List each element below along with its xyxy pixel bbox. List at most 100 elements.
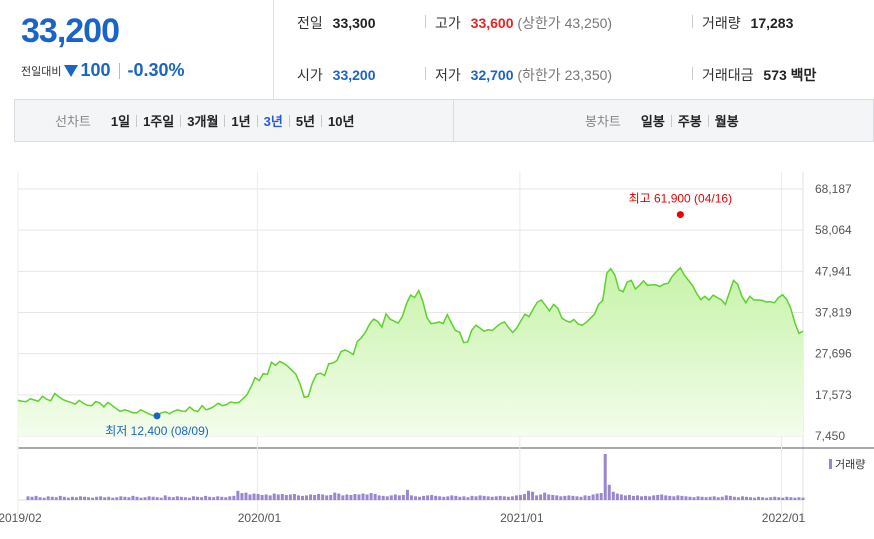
volume-bar — [470, 495, 474, 500]
volume-bar — [389, 495, 393, 500]
volume-bar — [575, 496, 579, 500]
volume-bar — [272, 493, 276, 500]
tab-weekly[interactable]: 주봉 — [677, 114, 702, 129]
volume-bar — [220, 496, 224, 500]
volume-bar — [430, 494, 434, 500]
x-tick-label: 2021/01 — [500, 511, 544, 525]
volume-bar — [91, 497, 95, 500]
price-area-fill — [18, 267, 803, 436]
volume-bar — [418, 496, 422, 500]
volume-bar — [107, 496, 111, 500]
volume-bar — [377, 495, 381, 500]
volume-bar — [801, 497, 805, 500]
volume-bar — [494, 496, 498, 500]
y-tick-label: 68,187 — [815, 182, 852, 196]
amount-item: 거래대금 573 백만 — [702, 65, 816, 85]
volume-bar — [498, 495, 502, 500]
volume-bar — [781, 497, 785, 500]
price-change: 전일대비 100 -0.30% — [21, 60, 185, 81]
high-annotation: 최고 61,900 (04/16) — [629, 192, 732, 206]
volume-bar — [224, 497, 228, 500]
volume-bar — [442, 496, 446, 500]
volume-bar — [422, 495, 426, 500]
volume-bar — [135, 496, 139, 500]
volume-bar — [264, 494, 268, 500]
volume-bar — [365, 494, 369, 500]
tab-1y[interactable]: 1년 — [231, 114, 251, 129]
tab-10y[interactable]: 10년 — [328, 114, 355, 129]
tab-daily[interactable]: 일봉 — [640, 114, 665, 129]
volume-bar — [26, 496, 30, 500]
divider — [425, 15, 426, 28]
volume-bar — [502, 496, 506, 500]
volume-bar — [30, 496, 34, 500]
volume-bar — [187, 497, 191, 500]
volume-bar — [236, 490, 240, 500]
quote-header: 33,200 전일대비 100 -0.30% 전일 33,300 고가 33,6… — [0, 0, 874, 99]
volume-bar — [337, 493, 341, 500]
volume-bar — [466, 497, 470, 500]
volume-bar — [652, 495, 656, 500]
volume-bar — [434, 495, 438, 500]
volume-bar — [58, 495, 62, 500]
volume-bar — [591, 494, 595, 500]
volume-bar — [765, 497, 769, 500]
volume-bar — [373, 494, 377, 500]
volume-bar — [583, 495, 587, 500]
volume-bar — [300, 495, 304, 500]
volume-bar — [753, 497, 757, 500]
x-tick-label: 2019/02 — [0, 511, 42, 525]
volume-bar — [627, 494, 631, 500]
volume-bar — [313, 494, 317, 500]
volume-bar — [636, 495, 640, 500]
change-value: 100 — [80, 60, 111, 80]
volume-bar — [607, 484, 611, 500]
volume-bar — [414, 496, 417, 500]
tab-5y[interactable]: 5년 — [295, 114, 316, 129]
volume-bar — [353, 494, 357, 500]
volume-bar — [232, 495, 236, 500]
volume-bar — [317, 494, 321, 500]
volume-bar — [87, 497, 91, 500]
upper-limit: (상한가 43,250) — [517, 15, 613, 31]
volume-bar — [547, 494, 551, 500]
volume-bar — [54, 497, 58, 500]
volume-bar — [656, 494, 660, 500]
tab-1d[interactable]: 1일 — [110, 114, 131, 129]
volume-bar — [70, 496, 74, 500]
volume-bar — [127, 497, 131, 500]
candle-chart-label: 봉차트 — [585, 114, 621, 129]
volume-item: 거래량 17,283 — [702, 13, 793, 33]
divider — [670, 114, 672, 127]
tab-3m[interactable]: 3개월 — [187, 114, 219, 129]
prev-close-label: 전일 — [297, 15, 323, 31]
tab-3y[interactable]: 3년 — [263, 114, 283, 129]
low-point — [153, 412, 161, 420]
volume-bar — [676, 495, 680, 500]
high-label: 고가 — [435, 15, 461, 31]
divider — [425, 67, 426, 80]
volume-bar — [123, 496, 127, 500]
volume-bar — [736, 497, 740, 500]
volume-bar — [712, 496, 716, 500]
volume-bar — [163, 495, 167, 500]
volume-bar — [119, 496, 123, 500]
divider — [288, 114, 290, 127]
volume-bar — [559, 496, 563, 500]
volume-bar — [111, 497, 115, 500]
volume-bar — [438, 496, 442, 500]
volume-bar — [288, 494, 292, 500]
volume-bar — [555, 495, 559, 500]
volume-bar — [543, 492, 547, 500]
volume-bar — [405, 489, 409, 500]
volume-bar — [688, 496, 692, 500]
volume-bar — [539, 494, 543, 500]
chart-tab-bar: 선차트 1일 1주일 3개월 1년 3년 5년 10년 봉차트 일봉 주봉 월봉 — [14, 99, 874, 142]
volume-bar — [595, 493, 599, 500]
volume-bar — [167, 496, 171, 500]
divider — [707, 114, 709, 127]
tab-1w[interactable]: 1주일 — [143, 114, 175, 129]
volume-bar — [490, 496, 494, 500]
tab-monthly[interactable]: 월봉 — [714, 114, 739, 129]
volume-bar — [159, 497, 163, 500]
